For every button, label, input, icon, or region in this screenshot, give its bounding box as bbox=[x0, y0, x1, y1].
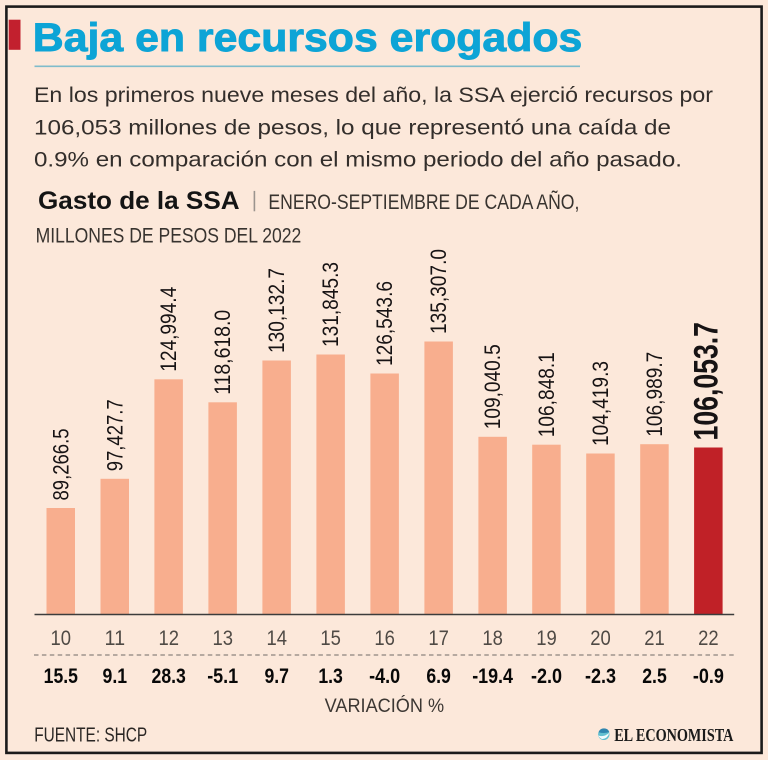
svg-text:-2.0: -2.0 bbox=[531, 665, 562, 688]
svg-text:19: 19 bbox=[536, 625, 557, 650]
svg-text:106,848.1: 106,848.1 bbox=[534, 352, 559, 437]
svg-text:-5.1: -5.1 bbox=[207, 665, 238, 688]
svg-text:9.1: 9.1 bbox=[103, 665, 128, 688]
svg-text:2.5: 2.5 bbox=[642, 665, 667, 688]
svg-text:97,427.7: 97,427.7 bbox=[102, 399, 127, 471]
svg-text:11: 11 bbox=[105, 625, 126, 650]
svg-text:106,053.7: 106,053.7 bbox=[687, 322, 725, 441]
svg-text:118,618.0: 118,618.0 bbox=[210, 310, 235, 395]
svg-text:14: 14 bbox=[266, 625, 287, 650]
svg-text:VARIACIÓN %: VARIACIÓN % bbox=[325, 694, 445, 717]
svg-text:89,266.5: 89,266.5 bbox=[48, 429, 73, 501]
svg-text:-0.9: -0.9 bbox=[693, 665, 724, 688]
svg-text:135,307.0: 135,307.0 bbox=[426, 249, 451, 334]
svg-text:104,419.3: 104,419.3 bbox=[588, 361, 613, 446]
svg-text:10: 10 bbox=[51, 625, 72, 650]
svg-text:EL ECONOMISTA: EL ECONOMISTA bbox=[614, 725, 733, 745]
svg-text:Baja en recursos erogados: Baja en recursos erogados bbox=[33, 15, 583, 60]
svg-text:9.7: 9.7 bbox=[264, 665, 289, 688]
svg-text:-2.3: -2.3 bbox=[585, 665, 616, 688]
svg-text:131,845.3: 131,845.3 bbox=[318, 262, 343, 347]
svg-text:126,543.6: 126,543.6 bbox=[372, 281, 397, 366]
svg-text:130,132.7: 130,132.7 bbox=[264, 268, 289, 353]
svg-text:16: 16 bbox=[374, 625, 395, 650]
svg-text:17: 17 bbox=[428, 625, 449, 650]
svg-text:18: 18 bbox=[482, 625, 503, 650]
svg-text:12: 12 bbox=[158, 625, 179, 650]
svg-text:13: 13 bbox=[212, 625, 233, 650]
svg-text:Gasto de la SSA: Gasto de la SSA bbox=[38, 188, 240, 215]
svg-text:106,053 millones de pesos, lo: 106,053 millones de pesos, lo que repres… bbox=[34, 115, 671, 139]
svg-text:En los primeros nueve meses de: En los primeros nueve meses del año, la … bbox=[34, 83, 713, 107]
svg-text:-4.0: -4.0 bbox=[369, 665, 400, 688]
svg-text:MILLONES DE PESOS DEL 2022: MILLONES DE PESOS DEL 2022 bbox=[36, 224, 302, 248]
svg-text:6.9: 6.9 bbox=[426, 665, 451, 688]
svg-text:22: 22 bbox=[698, 625, 719, 650]
svg-text:1.3: 1.3 bbox=[318, 665, 343, 688]
svg-text:28.3: 28.3 bbox=[152, 665, 186, 688]
svg-text:20: 20 bbox=[590, 625, 611, 650]
svg-text:-19.4: -19.4 bbox=[472, 665, 513, 688]
svg-text:15.5: 15.5 bbox=[44, 665, 78, 688]
svg-text:15: 15 bbox=[320, 625, 341, 650]
svg-text:ENERO-SEPTIEMBRE DE CADA AÑO,: ENERO-SEPTIEMBRE DE CADA AÑO, bbox=[268, 189, 579, 214]
svg-text:109,040.5: 109,040.5 bbox=[480, 344, 505, 429]
svg-text:FUENTE: SHCP: FUENTE: SHCP bbox=[34, 725, 147, 747]
svg-text:124,994.4: 124,994.4 bbox=[156, 287, 181, 372]
svg-text:106,989.7: 106,989.7 bbox=[642, 352, 667, 437]
svg-text:21: 21 bbox=[644, 625, 665, 650]
svg-text:0.9% en comparación con el mis: 0.9% en comparación con el mismo periodo… bbox=[34, 147, 682, 171]
